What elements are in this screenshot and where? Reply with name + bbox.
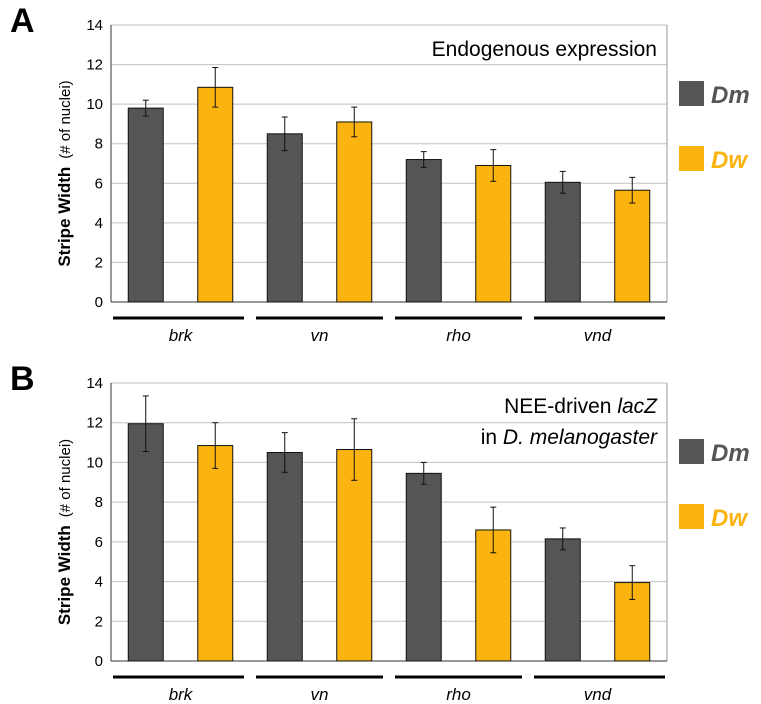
bar-dm-vn <box>266 133 303 303</box>
chart-panel-a: A 0 2 4 6 8 10 12 14 Stripe Width (# of nuclei) End… <box>10 2 750 345</box>
legend-label-dm: Dm <box>711 82 750 109</box>
y-axis-label-main: Stripe Width <box>55 167 74 267</box>
bar-dm-vn <box>266 452 303 662</box>
y-tick-label: 14 <box>86 17 103 34</box>
y-tick-label: 4 <box>95 215 103 232</box>
y-tick-label: 4 <box>95 574 103 591</box>
y-tick-label: 2 <box>95 613 103 630</box>
y-axis-label: Stripe Width (# of nuclei) <box>55 80 74 266</box>
bar-dw-vn <box>336 449 373 662</box>
chart-title-segment: Endogenous expression <box>432 38 657 61</box>
y-tick-label: 10 <box>86 454 103 471</box>
chart-title-segment: in <box>481 426 503 449</box>
y-axis-label-unit: (# of nuclei) <box>57 439 74 517</box>
y-tick-label: 6 <box>95 175 103 192</box>
x-category-label: brk <box>169 685 194 704</box>
legend-swatch-dw <box>679 504 704 529</box>
y-tick-label: 6 <box>95 534 103 551</box>
y-axis-label-unit: (# of nuclei) <box>57 80 74 158</box>
x-category-label: brk <box>169 326 194 345</box>
chart-title-line: Endogenous expression <box>432 38 657 61</box>
bar-dw-brk <box>197 86 234 303</box>
x-category-label: rho <box>446 326 471 345</box>
legend-label-dm: Dm <box>711 440 750 467</box>
chart-title-segment: lacZ <box>617 395 658 418</box>
legend-swatch-dm <box>679 81 704 106</box>
bar-dm-rho <box>405 472 442 662</box>
y-tick-label: 10 <box>86 96 103 113</box>
x-category-label: vn <box>311 326 329 345</box>
bar-dw-vnd <box>614 189 651 303</box>
chart-title-segment: D. melanogaster <box>503 426 658 449</box>
bar-dm-brk <box>127 107 164 303</box>
legend-label-dw: Dw <box>711 505 748 532</box>
x-category-label: rho <box>446 685 471 704</box>
chart-panel-b: B 0 2 4 6 8 10 12 14 Stripe Width (# of nuclei) NEE… <box>10 360 750 704</box>
chart-title-segment: NEE-driven <box>504 395 617 418</box>
bar-dw-rho <box>475 164 512 303</box>
panel-letter: A <box>10 2 35 40</box>
y-tick-label: 12 <box>86 57 103 74</box>
y-axis-label-main: Stripe Width <box>55 525 74 625</box>
bar-dw-vn <box>336 121 373 303</box>
bar-dm-brk <box>127 423 164 662</box>
legend-label-dw: Dw <box>711 147 748 174</box>
y-tick-label: 0 <box>95 294 103 311</box>
chart-title-line: NEE-driven lacZ <box>504 395 658 418</box>
bar-dw-brk <box>197 445 234 662</box>
panel-letter: B <box>10 360 35 398</box>
y-axis-label: Stripe Width (# of nuclei) <box>55 439 74 625</box>
bar-dm-vnd <box>544 181 581 303</box>
y-tick-label: 14 <box>86 375 103 392</box>
legend-swatch-dm <box>679 439 704 464</box>
bar-dm-rho <box>405 159 442 303</box>
y-tick-label: 12 <box>86 415 103 432</box>
chart-title-line: in D. melanogaster <box>481 426 658 449</box>
bar-dm-vnd <box>544 538 581 662</box>
x-category-label: vn <box>311 685 329 704</box>
y-tick-label: 0 <box>95 653 103 670</box>
x-category-label: vnd <box>584 326 612 345</box>
y-tick-label: 8 <box>95 136 103 153</box>
y-tick-label: 2 <box>95 254 103 271</box>
x-category-label: vnd <box>584 685 612 704</box>
legend-swatch-dw <box>679 146 704 171</box>
y-tick-label: 8 <box>95 494 103 511</box>
